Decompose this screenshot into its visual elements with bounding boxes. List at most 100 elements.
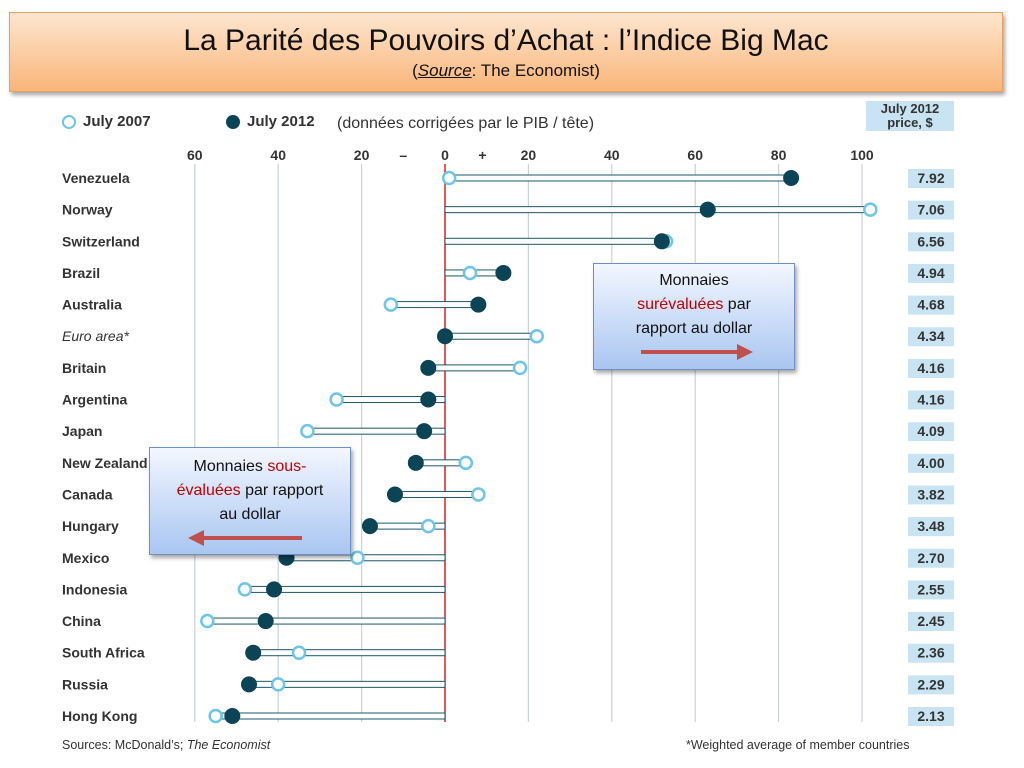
price-label: 4.34 — [917, 328, 944, 344]
source-open-paren: ( — [412, 61, 418, 80]
legend-july-2007: July 2007 — [62, 113, 151, 130]
point-2012 — [241, 676, 258, 693]
country-label: Switzerland — [62, 233, 140, 249]
point-2007 — [529, 328, 544, 344]
price-label: 3.82 — [917, 486, 944, 502]
callout-overvalued: Monnaies surévaluées par rapport au doll… — [593, 263, 795, 370]
callout-over-after: par — [723, 296, 751, 313]
x-tick-label: 20 — [521, 147, 537, 163]
x-tick-label: 60 — [687, 147, 703, 163]
point-2007 — [329, 392, 344, 407]
callout-over-line2: surévaluées par — [594, 293, 794, 317]
legend-july-2012: July 2012 — [226, 113, 315, 130]
x-tick-label: 80 — [771, 147, 787, 163]
country-label: Euro area* — [62, 328, 129, 344]
country-label: Indonesia — [62, 581, 128, 597]
price-box — [908, 580, 954, 600]
price-label: 2.45 — [917, 613, 944, 629]
point-2007 — [200, 613, 215, 629]
callout-under-line2: évaluées par rapport — [150, 479, 350, 503]
country-label: Australia — [62, 297, 122, 313]
country-label: Argentina — [62, 392, 128, 408]
connector-bar — [390, 301, 479, 309]
price-box — [908, 548, 954, 568]
connector-bar — [444, 206, 871, 214]
point-2007 — [383, 297, 399, 312]
price-box — [908, 295, 954, 315]
point-2012 — [245, 644, 262, 661]
callout-undervalued: Monnaies sous- évaluées par rapport au d… — [149, 447, 351, 555]
footer-note: *Weighted average of member countries — [686, 738, 910, 752]
price-header-line2: price, $ — [887, 115, 933, 130]
point-2012 — [653, 233, 670, 250]
point-2007 — [512, 360, 528, 376]
price-box — [908, 390, 954, 410]
country-label: Russia — [62, 676, 108, 692]
connector-bar — [444, 174, 792, 182]
price-label: 4.68 — [917, 297, 944, 313]
country-label: Venezuela — [62, 170, 130, 186]
x-tick-label: 60 — [187, 147, 203, 163]
point-2012 — [361, 518, 378, 535]
footer-sources: Sources: McDonald’s; The Economist — [62, 738, 270, 752]
price-label: 2.70 — [917, 550, 944, 566]
point-2007 — [441, 170, 457, 186]
price-box — [908, 453, 954, 473]
slide-title: La Parité des Pouvoirs d’Achat : l’Indic… — [183, 24, 829, 57]
price-box — [908, 169, 954, 188]
country-label: South Africa — [62, 645, 145, 661]
callout-under-line1: Monnaies sous- — [150, 455, 350, 479]
callout-under-after: par rapport — [240, 482, 324, 499]
country-label: Brazil — [62, 265, 100, 281]
price-box — [908, 422, 954, 442]
price-label: 2.36 — [917, 645, 944, 661]
price-box — [908, 675, 954, 695]
point-2007 — [863, 202, 878, 217]
legend-label-2007: July 2007 — [83, 113, 151, 130]
point-2007 — [350, 550, 365, 566]
callout-under-before: Monnaies — [193, 458, 268, 475]
footer-sources-italic: The Economist — [186, 738, 271, 752]
price-box — [908, 517, 954, 537]
price-box — [908, 327, 954, 347]
point-2012 — [470, 296, 487, 313]
callout-under-line3: au dollar — [219, 506, 281, 523]
point-2012 — [420, 359, 437, 376]
x-tick-label: 20 — [354, 147, 370, 163]
filled-circle-icon — [226, 114, 240, 129]
price-box — [908, 707, 954, 726]
point-2012 — [420, 391, 437, 408]
connector-bar — [215, 712, 446, 720]
price-label: 3.48 — [917, 518, 944, 534]
source-text: : The Economist) — [471, 61, 600, 80]
point-2012 — [386, 486, 403, 503]
country-label: Mexico — [62, 550, 109, 566]
point-2007 — [462, 265, 478, 281]
point-2012 — [699, 201, 716, 218]
point-2012 — [266, 581, 283, 598]
point-2007 — [471, 487, 486, 502]
x-tick-label: – — [399, 147, 407, 163]
price-box — [908, 485, 954, 505]
country-label: Hungary — [62, 518, 119, 534]
point-2007 — [458, 455, 474, 471]
price-header-line1: July 2012 — [880, 101, 940, 116]
country-label: New Zealand — [62, 455, 148, 471]
point-2012 — [407, 454, 424, 471]
price-header: July 2012 price, $ — [866, 101, 954, 131]
connector-bar — [444, 332, 538, 340]
price-box — [908, 200, 954, 220]
callout-over-red: surévaluées — [637, 296, 724, 313]
price-label: 4.16 — [917, 360, 944, 376]
price-label: 2.29 — [917, 676, 944, 692]
open-circle-icon — [62, 114, 76, 129]
point-2007 — [291, 645, 307, 660]
callout-under-red1: sous- — [267, 458, 307, 475]
connector-bar — [427, 364, 521, 372]
country-label: Japan — [62, 423, 102, 439]
x-tick-label: 40 — [604, 147, 620, 163]
point-2007 — [237, 582, 253, 597]
price-label: 6.56 — [917, 233, 944, 249]
price-box — [908, 232, 954, 252]
